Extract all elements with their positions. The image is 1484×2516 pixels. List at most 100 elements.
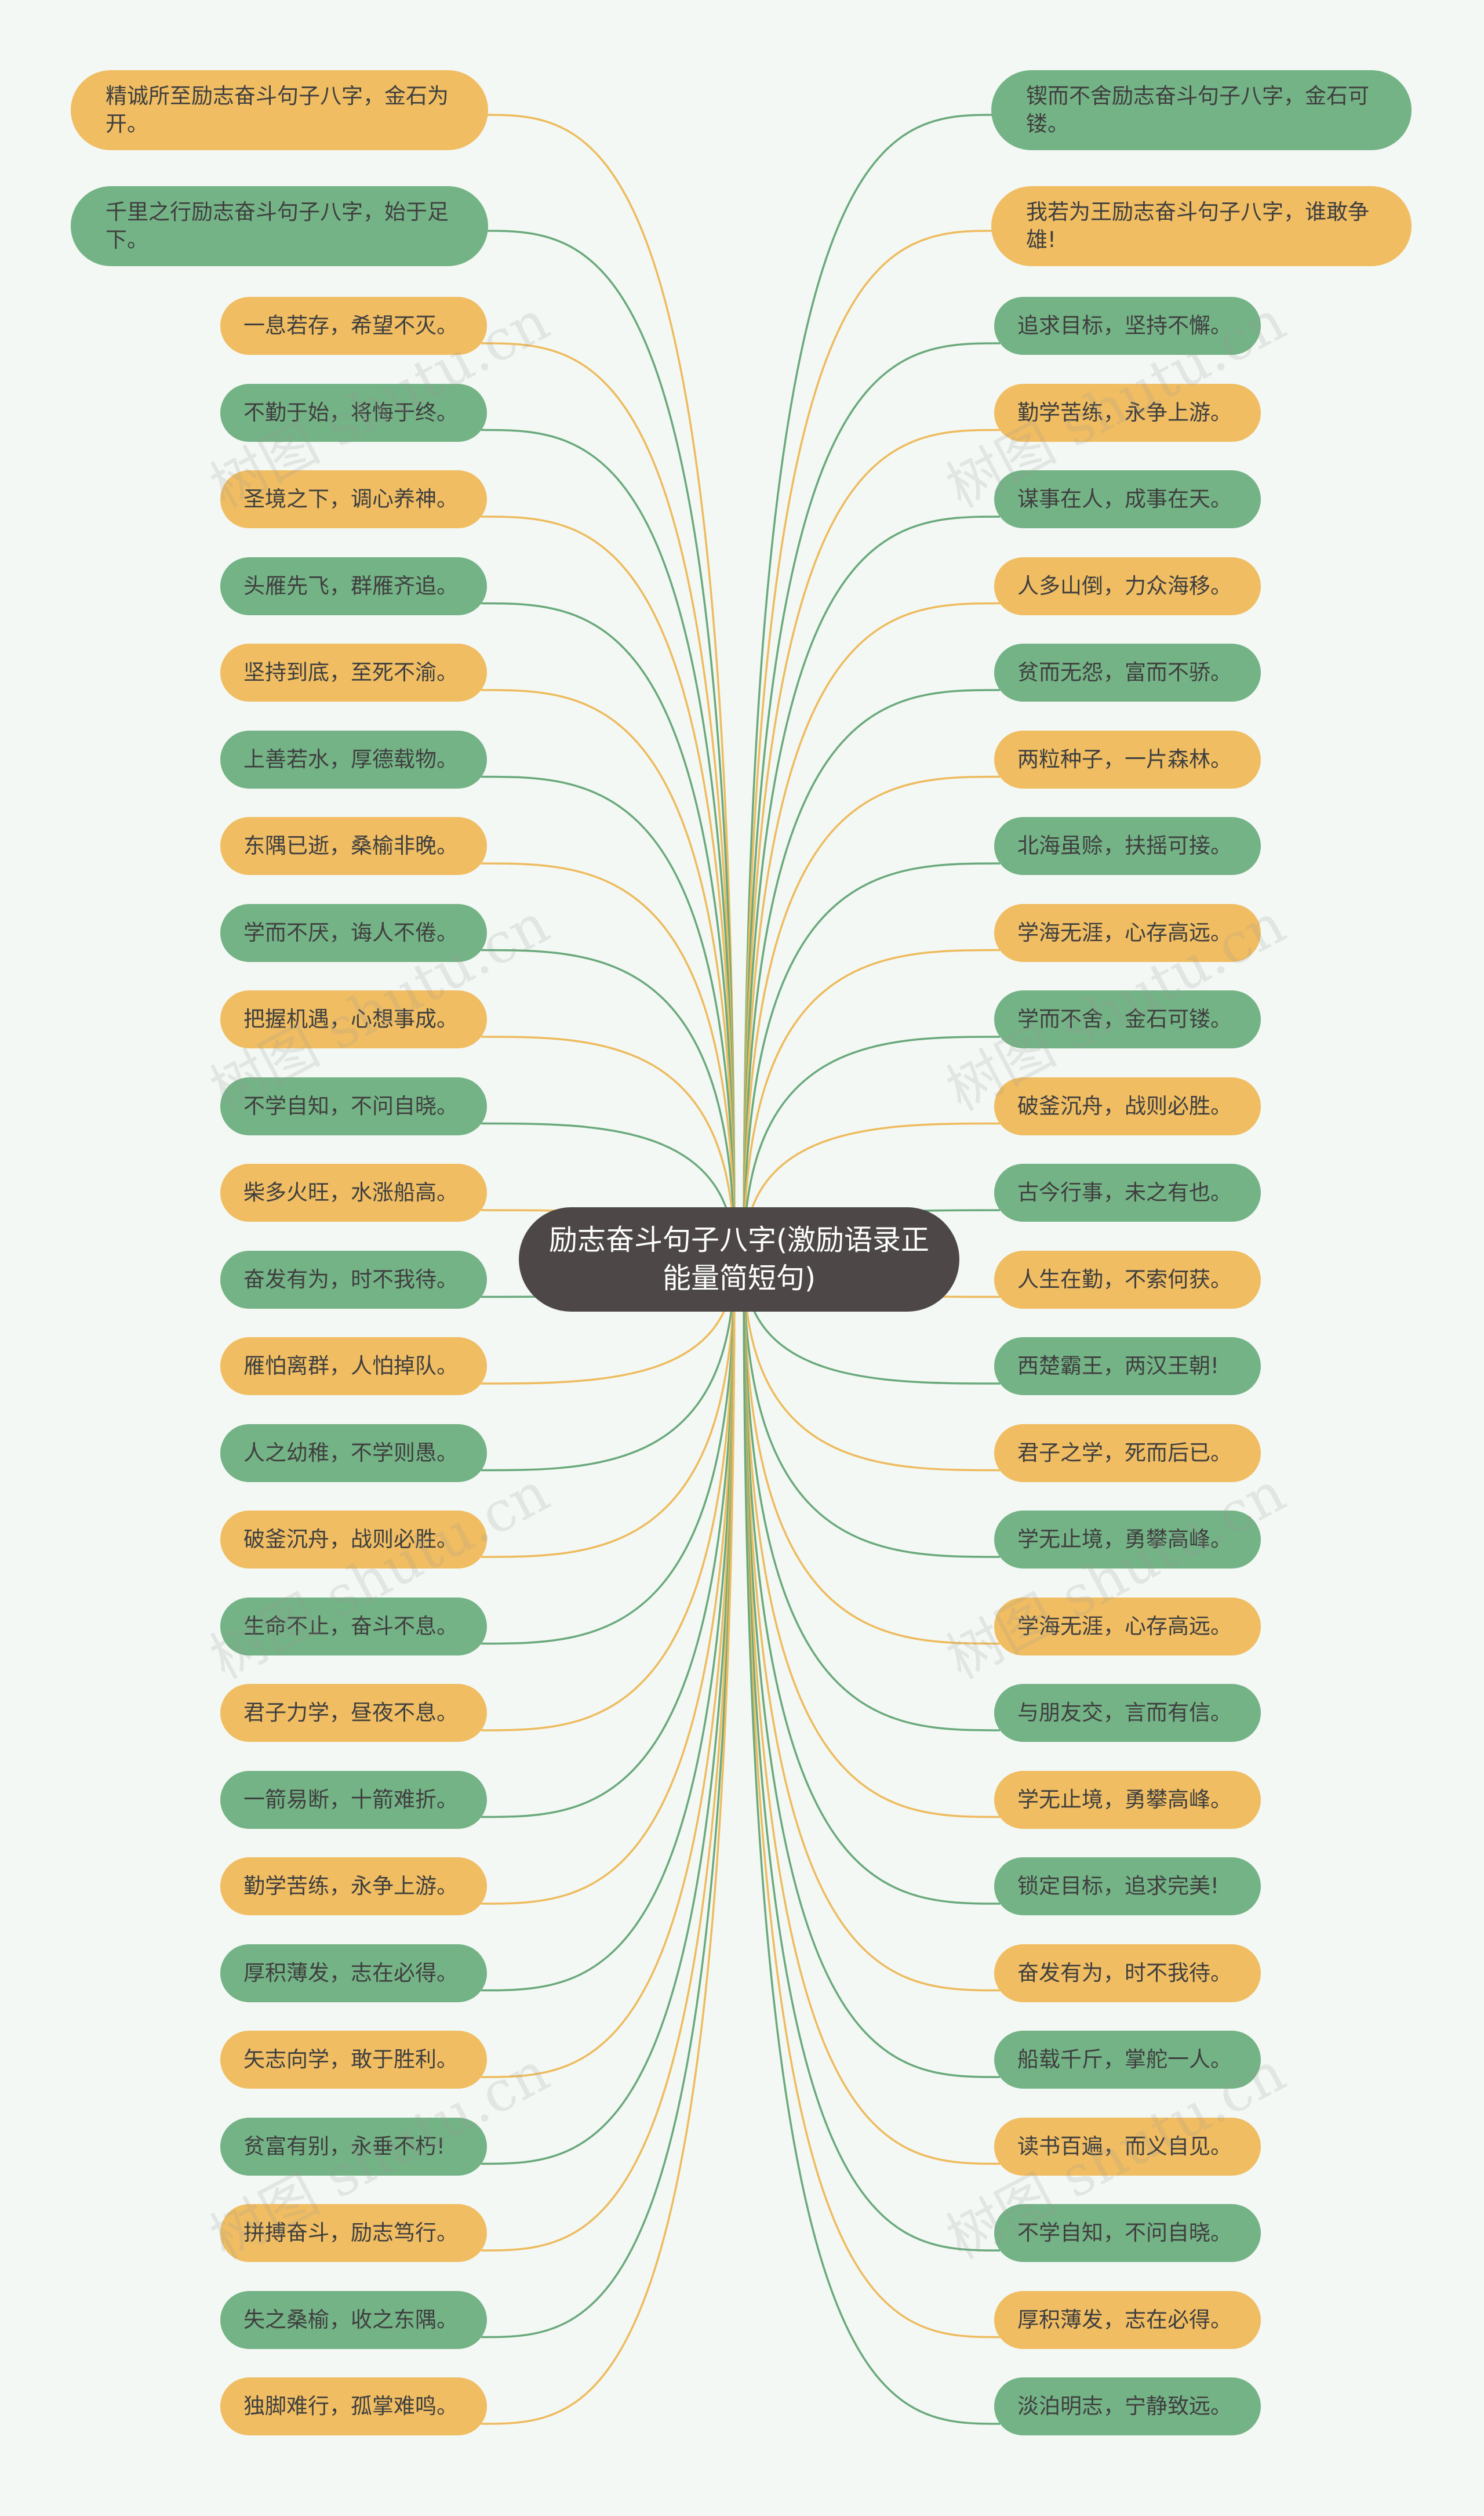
left-branch-node[interactable]: 独脚难行，孤掌难鸣。 <box>220 2377 487 2435</box>
right-branch-node[interactable]: 与朋友交，言而有信。 <box>994 1684 1261 1742</box>
left-branch-label: 一箭易断，十箭难折。 <box>243 1787 458 1812</box>
left-connector-line <box>481 1259 736 1558</box>
left-connector-line <box>481 602 736 1260</box>
right-branch-node[interactable]: 勤学苦练，永争上游。 <box>994 383 1261 442</box>
right-branch-node[interactable]: 厚积薄发，志在必得。 <box>994 2290 1261 2349</box>
right-branch-label: 学海无涯，心存高远。 <box>1017 920 1232 945</box>
left-branch-node[interactable]: 头雁先飞，群雁齐追。 <box>220 557 487 615</box>
right-branch-label: 两粒种子，一片森林。 <box>1017 746 1232 772</box>
right-branch-label: 破釜沉舟，战则必胜。 <box>1017 1093 1232 1119</box>
left-branch-node[interactable]: 上善若水，厚德载物。 <box>220 730 487 789</box>
left-connector-line <box>481 1259 736 2252</box>
right-connector-line <box>743 230 998 1260</box>
right-branch-label: 西楚霸王，两汉王朝! <box>1017 1353 1219 1378</box>
right-branch-node[interactable]: 淡泊明志，宁静致远。 <box>994 2377 1261 2435</box>
left-branch-node[interactable]: 坚持到底，至死不渝。 <box>220 644 487 702</box>
left-connector-line <box>481 1259 736 2165</box>
right-branch-label: 贫而无怨，富而不骄。 <box>1017 660 1232 685</box>
left-connector-line <box>481 1259 736 1472</box>
left-connector-line <box>481 1259 736 1645</box>
right-branch-label: 追求目标，坚持不懈。 <box>1017 313 1232 338</box>
left-branch-node[interactable]: 奋发有为，时不我待。 <box>220 1250 487 1309</box>
right-branch-node[interactable]: 人多山倒，力众海移。 <box>994 557 1261 615</box>
left-branch-node[interactable]: 勤学苦练，永争上游。 <box>220 1857 487 1915</box>
left-branch-node[interactable]: 一息若存，希望不灭。 <box>220 297 487 355</box>
right-branch-node[interactable]: 锁定目标，追求完美! <box>994 1857 1261 1915</box>
left-branch-label: 贫富有别，永垂不朽! <box>243 2133 445 2159</box>
left-branch-label: 厚积薄发，志在必得。 <box>243 1960 458 1985</box>
left-branch-node[interactable]: 矢志向学，敢于胜利。 <box>220 2031 487 2089</box>
right-branch-label: 勤学苦练，永争上游。 <box>1017 400 1232 425</box>
left-branch-label: 千里之行励志奋斗句子八字，始于足下。 <box>106 199 449 252</box>
left-branch-node[interactable]: 拼搏奋斗，励志笃行。 <box>220 2204 487 2262</box>
left-branch-node[interactable]: 人之幼稚，不学则愚。 <box>220 1424 487 1482</box>
right-branch-node[interactable]: 学海无涯，心存高远。 <box>994 903 1261 962</box>
right-branch-node[interactable]: 贫而无怨，富而不骄。 <box>994 644 1261 702</box>
left-branch-node[interactable]: 不勤于始，将悔于终。 <box>220 383 487 442</box>
left-branch-node[interactable]: 雁怕离群，人怕掉队。 <box>220 1337 487 1395</box>
right-branch-node[interactable]: 君子之学，死而后已。 <box>994 1424 1261 1482</box>
right-branch-label: 学无止境，勇攀高峰。 <box>1017 1527 1232 1552</box>
right-connector-line <box>743 114 998 1260</box>
right-connector-line <box>743 689 1001 1260</box>
left-branch-label: 不勤于始，将悔于终。 <box>243 400 458 425</box>
left-branch-label: 矢志向学，敢于胜利。 <box>243 2047 458 2072</box>
right-branch-node[interactable]: 学而不舍，金石可镂。 <box>994 990 1261 1048</box>
right-branch-node[interactable]: 船载千斤，掌舵一人。 <box>994 2031 1261 2089</box>
left-branch-node[interactable]: 柴多火旺，水涨船高。 <box>220 1164 487 1222</box>
right-branch-node[interactable]: 追求目标，坚持不懈。 <box>994 297 1261 355</box>
left-branch-node[interactable]: 东隅已逝，桑榆非晚。 <box>220 817 487 875</box>
left-branch-label: 不学自知，不问自晓。 <box>243 1093 458 1119</box>
left-branch-node[interactable]: 学而不厌，诲人不倦。 <box>220 903 487 962</box>
left-connector-line <box>481 1259 736 2078</box>
right-connector-line <box>743 1259 1001 2339</box>
left-branch-label: 坚持到底，至死不渝。 <box>243 660 458 685</box>
left-branch-node[interactable]: 精诚所至励志奋斗句子八字，金石为开。 <box>71 70 488 150</box>
left-branch-node[interactable]: 失之桑榆，收之东隅。 <box>220 2290 487 2349</box>
left-branch-node[interactable]: 千里之行励志奋斗句子八字，始于足下。 <box>71 186 488 266</box>
right-branch-node[interactable]: 学无止境，勇攀高峰。 <box>994 1511 1261 1569</box>
right-branch-label: 学而不舍，金石可镂。 <box>1017 1007 1232 1032</box>
right-branch-node[interactable]: 不学自知，不问自晓。 <box>994 2204 1261 2262</box>
left-branch-label: 勤学苦练，永争上游。 <box>243 1874 458 1898</box>
left-branch-node[interactable]: 把握机遇，心想事成。 <box>220 990 487 1048</box>
right-branch-label: 谋事在人，成事在天。 <box>1017 487 1232 511</box>
right-branch-label: 锁定目标，追求完美! <box>1017 1874 1219 1898</box>
left-branch-node[interactable]: 厚积薄发，志在必得。 <box>220 1944 487 2002</box>
left-branch-label: 学而不厌，诲人不倦。 <box>243 920 458 945</box>
right-branch-node[interactable]: 奋发有为，时不我待。 <box>994 1944 1261 2002</box>
right-branch-node[interactable]: 谋事在人，成事在天。 <box>994 470 1261 528</box>
right-branch-node[interactable]: 西楚霸王，两汉王朝! <box>994 1337 1261 1395</box>
left-branch-label: 失之桑榆，收之东隅。 <box>243 2307 458 2332</box>
left-branch-node[interactable]: 圣境之下，调心养神。 <box>220 470 487 528</box>
left-branch-node[interactable]: 生命不止，奋斗不息。 <box>220 1597 487 1655</box>
right-branch-node[interactable]: 古今行事，未之有也。 <box>994 1164 1261 1222</box>
central-topic[interactable]: 励志奋斗句子八字(激励语录正能量简短句) <box>519 1207 959 1312</box>
right-connector-line <box>743 1259 1001 1818</box>
right-branch-node[interactable]: 读书百遍，而义自见。 <box>994 2117 1261 2176</box>
right-branch-node[interactable]: 我若为王励志奋斗句子八字，谁敢争雄! <box>991 186 1412 266</box>
right-branch-node[interactable]: 两粒种子，一片森林。 <box>994 730 1261 789</box>
right-branch-node[interactable]: 学无止境，勇攀高峰。 <box>994 1770 1261 1829</box>
right-connector-line <box>743 1259 1001 1472</box>
right-branch-node[interactable]: 锲而不舍励志奋斗句子八字，金石可镂。 <box>991 70 1412 150</box>
right-connector-line <box>743 1259 1001 1905</box>
left-branch-node[interactable]: 一箭易断，十箭难折。 <box>220 1770 487 1829</box>
left-branch-node[interactable]: 不学自知，不问自晓。 <box>220 1077 487 1135</box>
left-connector-line <box>481 1259 736 2339</box>
left-connector-line <box>481 515 736 1260</box>
right-branch-node[interactable]: 人生在勤，不索何获。 <box>994 1250 1261 1309</box>
left-branch-node[interactable]: 君子力学，昼夜不息。 <box>220 1684 487 1742</box>
left-branch-label: 柴多火旺，水涨船高。 <box>243 1180 458 1205</box>
left-connector-line <box>481 1259 736 2425</box>
left-branch-node[interactable]: 贫富有别，永垂不朽! <box>220 2117 487 2176</box>
left-connector-line <box>482 114 736 1260</box>
right-branch-label: 我若为王励志奋斗句子八字，谁敢争雄! <box>1026 199 1369 252</box>
right-connector-line <box>743 1259 1001 2165</box>
right-branch-node[interactable]: 学海无涯，心存高远。 <box>994 1597 1261 1655</box>
right-branch-node[interactable]: 破釜沉舟，战则必胜。 <box>994 1077 1261 1135</box>
right-branch-node[interactable]: 北海虽赊，扶摇可接。 <box>994 817 1261 875</box>
right-connector-line <box>743 602 1001 1260</box>
right-connector-line <box>743 342 1001 1260</box>
left-branch-node[interactable]: 破釜沉舟，战则必胜。 <box>220 1511 487 1569</box>
